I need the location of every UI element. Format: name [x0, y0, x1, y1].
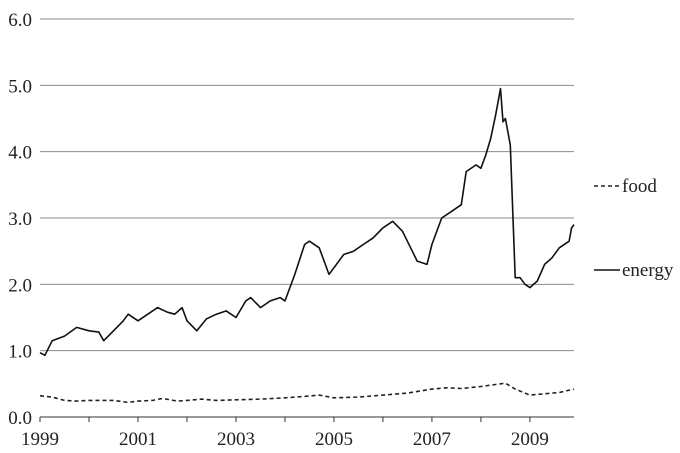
- series-energy-line: [39, 87, 575, 357]
- legend-food-label: food: [622, 176, 657, 197]
- legend-energy-label: energy: [622, 260, 674, 281]
- y-axis-tick-labels: 0.0 1.0 2.0 3.0 4.0 5.0 6.0: [8, 10, 32, 429]
- x-tick-label: 2009: [511, 429, 549, 450]
- y-tick-label: 1.0: [8, 342, 32, 363]
- legend: food energy: [594, 176, 674, 281]
- y-tick-label: 2.0: [8, 275, 32, 296]
- series-lines: [39, 87, 575, 404]
- y-tick-label: 5.0: [8, 76, 32, 97]
- x-tick-label: 2005: [315, 429, 353, 450]
- x-tick-label: 2003: [217, 429, 255, 450]
- y-grid: [40, 18, 574, 418]
- y-tick-label: 4.0: [8, 143, 32, 164]
- x-tick-label: 2007: [413, 429, 451, 450]
- x-tick-label: 2001: [119, 429, 157, 450]
- y-tick-label: 3.0: [8, 209, 32, 230]
- x-axis: [39, 416, 574, 422]
- x-tick-label: 1999: [21, 429, 59, 450]
- series-food-line: [39, 382, 575, 404]
- y-tick-label: 6.0: [8, 10, 32, 31]
- y-tick-label: 0.0: [8, 408, 32, 429]
- x-axis-tick-labels: 1999 2001 2003 2005 2007 2009: [21, 429, 549, 450]
